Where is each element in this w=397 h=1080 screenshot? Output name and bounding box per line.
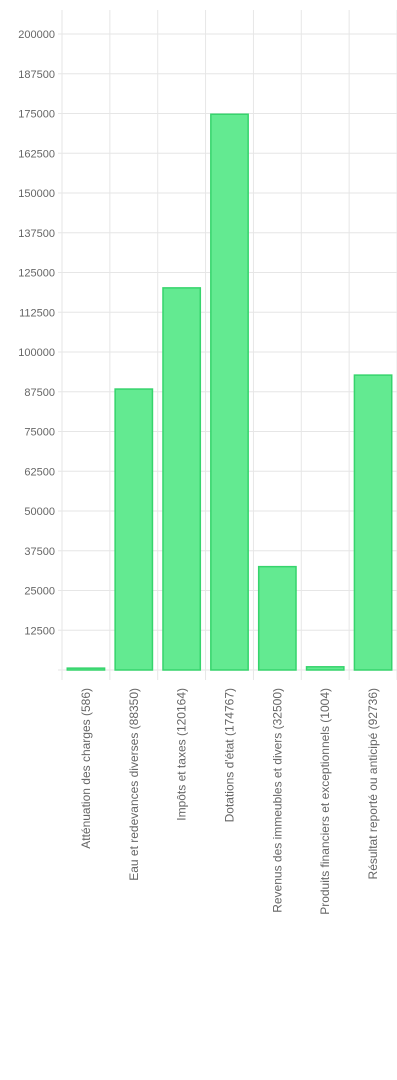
- bar[interactable]: [257, 565, 297, 671]
- y-tick-label: 137500: [18, 228, 55, 240]
- y-tick-label: 100000: [18, 347, 55, 359]
- y-tick-label: 125000: [18, 268, 55, 280]
- x-axis-tick-labels: Atténuation des charges (586) Eau et rede…: [79, 688, 380, 915]
- y-tick-label: 62500: [24, 466, 55, 478]
- y-tick-label: 112500: [19, 307, 55, 319]
- bar[interactable]: [162, 287, 202, 671]
- y-tick-label: 25000: [24, 586, 55, 598]
- y-tick-label: 162500: [18, 148, 55, 160]
- x-tick-label: Dotations d'état (174767): [223, 688, 237, 822]
- x-tick-label: Revenus des immeubles et divers (32500): [270, 688, 284, 913]
- y-tick-label: 87500: [24, 387, 55, 399]
- x-tick-label: Impôts et taxes (120164): [175, 688, 189, 821]
- y-tick-label: 200000: [18, 29, 55, 41]
- x-tick-label: Atténuation des charges (586): [79, 688, 93, 849]
- y-axis-tick-labels: 200000 187500 175000 162500 150000 137500 1250…: [18, 29, 55, 637]
- y-tick-label: 12500: [24, 625, 55, 637]
- x-tick-label: Résultat reporté ou anticipé (92736): [366, 688, 380, 879]
- y-tick-label: 150000: [18, 188, 55, 200]
- x-tick-label: Eau et redevances diverses (88350): [127, 688, 141, 881]
- y-tick-label: 75000: [24, 427, 55, 439]
- bar[interactable]: [210, 113, 249, 671]
- bar[interactable]: [114, 388, 154, 671]
- x-tick-label: Produits financiers et exceptionnels (10…: [318, 688, 332, 915]
- bar[interactable]: [66, 667, 106, 671]
- bar[interactable]: [353, 374, 393, 671]
- y-tick-label: 175000: [18, 109, 55, 121]
- bar[interactable]: [305, 666, 345, 671]
- y-tick-label: 37500: [24, 546, 55, 558]
- y-tick-label: 187500: [18, 69, 55, 81]
- bars: [66, 113, 393, 671]
- y-tick-label: 50000: [24, 506, 55, 518]
